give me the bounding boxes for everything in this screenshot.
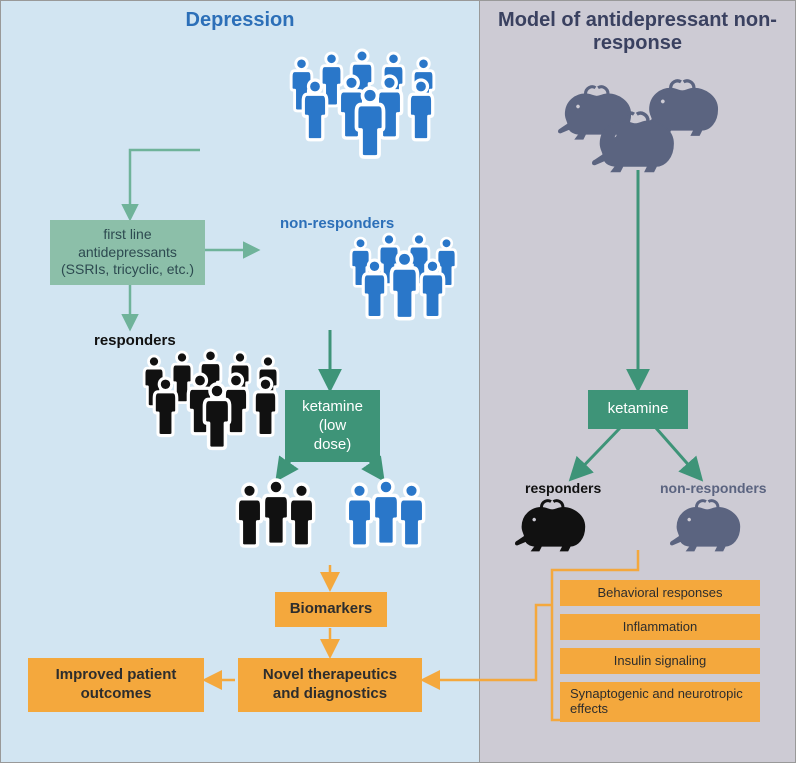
- biomarkers-text: Biomarkers: [290, 600, 373, 619]
- finding-1: Inflammation: [560, 614, 760, 640]
- firstline-l2: antidepressants: [78, 244, 177, 262]
- firstline-box: first line antidepressants (SSRIs, tricy…: [50, 220, 205, 285]
- novel-l2: and diagnostics: [273, 685, 387, 704]
- novel-box: Novel therapeutics and diagnostics: [238, 658, 422, 712]
- ket-l1: ketamine: [608, 400, 669, 419]
- improved-box: Improved patient outcomes: [28, 658, 204, 712]
- nonresponders-label: non-responders: [280, 215, 394, 232]
- finding-0: Behavioral responses: [560, 580, 760, 606]
- rat-resp-label: responders: [525, 480, 601, 496]
- improved-l2: outcomes: [81, 685, 152, 704]
- responders-label: responders: [94, 332, 176, 349]
- rat-nonresp-label: non-responders: [660, 480, 767, 496]
- biomarkers-box: Biomarkers: [275, 592, 387, 627]
- ketamine-box: ketamine: [588, 390, 688, 429]
- ketlow-l2: (low dose): [299, 417, 366, 455]
- finding-3: Synaptogenic and neurotropic effects: [560, 682, 760, 722]
- improved-l1: Improved patient: [56, 666, 177, 685]
- firstline-l1: first line: [103, 226, 151, 244]
- novel-l1: Novel therapeutics: [263, 666, 397, 685]
- finding-2: Insulin signaling: [560, 648, 760, 674]
- ketlow-l1: ketamine: [302, 398, 363, 417]
- ketamine-low-box: ketamine (low dose): [285, 390, 380, 462]
- firstline-l3: (SSRIs, tricyclic, etc.): [61, 261, 194, 279]
